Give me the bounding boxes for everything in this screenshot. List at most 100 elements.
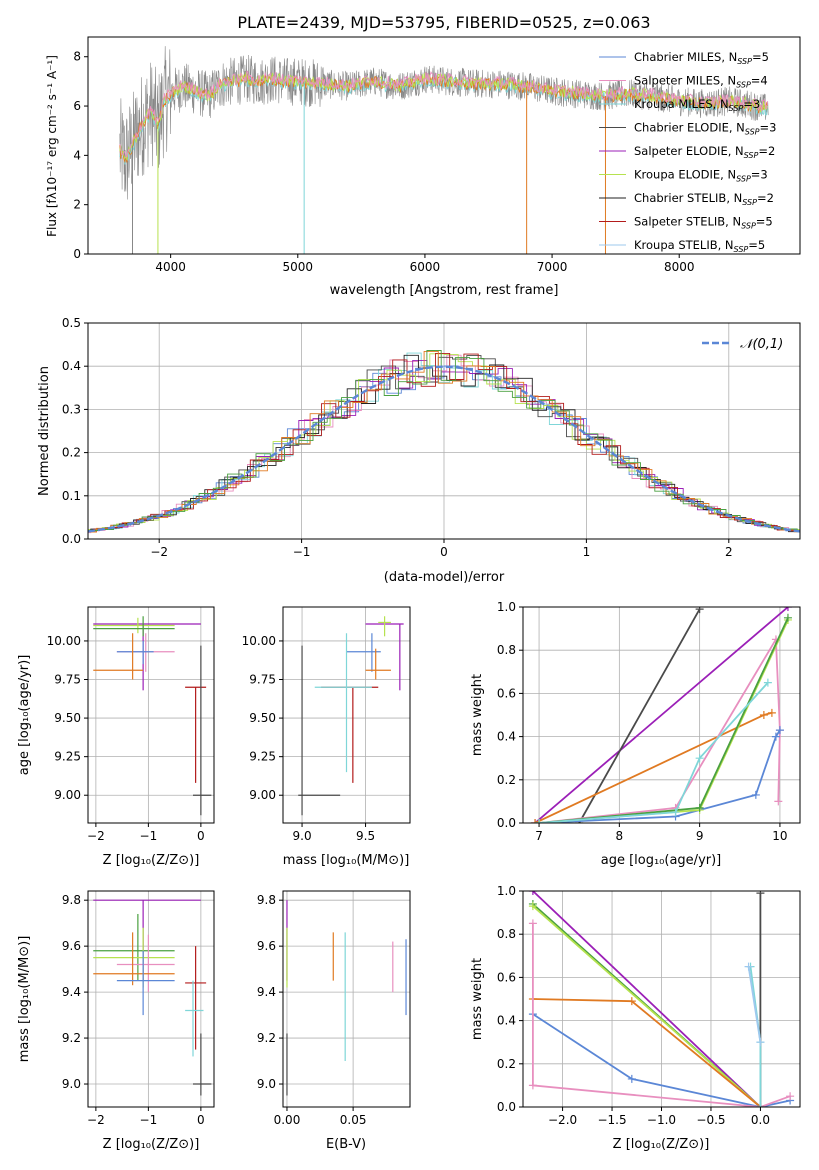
clipped-marks [528, 891, 795, 1107]
age-z-ylabel: age [log₁₀(age/yr)] [17, 655, 32, 776]
gaussian-curve [88, 365, 800, 533]
weight-point-marker [756, 1103, 765, 1107]
weight-point-marker [767, 708, 776, 717]
mass-ebv-xlabel: E(B-V) [326, 1137, 366, 1152]
spectrum-title: PLATE=2439, MJD=53795, FIBERID=0525, z=0… [237, 13, 650, 32]
spectrum-panel: PLATE=2439, MJD=53795, FIBERID=0525, z=0… [45, 13, 801, 298]
mass-ebv-frame [282, 890, 411, 1108]
x-tick-label: −1 [140, 829, 158, 843]
y-tick-label: 10.00 [242, 634, 276, 648]
mass-ebv-plot-area [283, 891, 410, 1107]
weight-series-line [539, 636, 781, 823]
y-tick-label: 9.75 [249, 673, 276, 687]
y-tick-label: 10.00 [47, 634, 81, 648]
x-tick-label: 10 [772, 829, 787, 843]
weight-age-frame [522, 606, 801, 824]
x-tick-label: −0.5 [696, 1113, 725, 1127]
x-tick-label: −1 [293, 545, 311, 559]
weight-series-line [532, 891, 762, 1107]
y-tick-label: 9.50 [54, 711, 81, 725]
y-tick-label: 9.00 [54, 788, 81, 802]
y-tick-label: 9.8 [62, 893, 81, 907]
weight-point-marker [744, 962, 753, 971]
weight-age-ylabel: mass weight [470, 674, 485, 756]
age-mass-plot-area [283, 607, 410, 823]
y-tick-label: 0.5 [62, 316, 81, 330]
mass-z-xlabel: Z [log₁₀(Z/Z⊙)] [103, 1137, 200, 1152]
spectrum-xlabel: wavelength [Angstrom, rest frame] [330, 283, 559, 298]
y-tick-label: 0.0 [497, 1100, 516, 1114]
clipped-marks [93, 616, 212, 816]
y-tick-label: 0.4 [497, 1014, 516, 1028]
weight-series-line [747, 966, 762, 1043]
y-tick-label: 0.1 [62, 489, 81, 503]
age-z-plot-area [88, 607, 214, 823]
weight-point-marker [763, 678, 772, 687]
age-z-xlabel: Z [log₁₀(Z/Z⊙)] [103, 853, 200, 868]
weight-z-plot-area [523, 890, 800, 1108]
weight-series-line [578, 608, 701, 823]
mass-vs-metallicity-panel: −2 −1 0 9.0 9.2 9.4 9.6 9.8 Z [log₁₀(Z/Z⊙)] mas… [17, 890, 215, 1152]
x-tick-label: 2 [725, 545, 733, 559]
x-tick-label: 9.0 [293, 829, 312, 843]
y-tick-label: 9.0 [62, 1077, 81, 1091]
legend-label: Kroupa ELODIE, NSSP=3 [634, 168, 768, 184]
y-tick-label: 9.8 [257, 893, 276, 907]
x-tick-label: 0 [440, 545, 448, 559]
x-tick-label: 6000 [410, 260, 441, 274]
clipped-marks [88, 350, 800, 534]
y-tick-label: 2 [73, 198, 81, 212]
legend-label: Salpeter STELIB, NSSP=5 [634, 215, 773, 231]
y-tick-label: 0.6 [497, 686, 516, 700]
histogram-ylabel: Normed distribution [37, 366, 52, 496]
legend-label: Salpeter MILES, NSSP=4 [634, 74, 768, 90]
x-tick-label: −2 [87, 1113, 105, 1127]
spectrum-ylabel: Flux [fλ10⁻¹⁷ erg cm⁻² s⁻¹ A⁻¹] [45, 55, 59, 237]
x-tick-label: −2 [150, 545, 168, 559]
histogram-plot-area [88, 322, 800, 540]
legend-label: Chabrier ELODIE, NSSP=3 [634, 121, 776, 137]
clipped-marks [286, 900, 407, 1096]
histogram-step [88, 350, 800, 533]
clipped-marks [298, 616, 404, 816]
weight-series-line [532, 923, 791, 1107]
y-tick-label: 9.4 [62, 985, 81, 999]
y-tick-label: 9.25 [249, 750, 276, 764]
x-tick-label: 5000 [283, 260, 314, 274]
mass-z-ticks: −2 −1 0 9.0 9.2 9.4 9.6 9.8 [62, 893, 205, 1127]
weight-point-marker [774, 797, 783, 806]
y-tick-label: 0.2 [62, 446, 81, 460]
y-tick-label: 0.2 [497, 1057, 516, 1071]
y-tick-label: 9.6 [257, 939, 276, 953]
clipped-marks [531, 607, 792, 823]
weight-point-marker [528, 891, 537, 895]
y-tick-label: 9.2 [257, 1031, 276, 1045]
x-tick-label: −2 [87, 829, 105, 843]
age-vs-mass-panel: 9.0 9.5 9.00 9.25 9.50 9.75 10.00 mass [log₁₀(… [242, 606, 411, 868]
model-spectrum-line [119, 70, 769, 158]
age-vs-metallicity-panel: −2 −1 0 9.00 9.25 9.50 9.75 10.00 Z [log₁₀(Z/Z⊙… [17, 606, 215, 868]
age-z-ticks: −2 −1 0 9.00 9.25 9.50 9.75 10.00 [47, 634, 205, 843]
weight-point-marker [783, 607, 792, 611]
y-tick-label: 0.8 [497, 643, 516, 657]
weight-series-line [532, 905, 761, 1107]
x-tick-label: 0 [197, 1113, 205, 1127]
y-tick-label: 9.00 [249, 788, 276, 802]
y-tick-label: 9.2 [62, 1031, 81, 1045]
mass-z-plot-area [88, 891, 214, 1107]
spectrum-legend: Chabrier MILES, NSSP=5 Salpeter MILES, NS… [599, 50, 776, 254]
spectrum-ticks: 4000 5000 6000 7000 8000 0 2 4 6 8 [73, 50, 694, 274]
weight-vs-metallicity-panel: −2.0 −1.5 −1.0 −0.5 0.0 0.0 0.2 0.4 0.6 0.8 1.0 Z … [470, 884, 801, 1152]
histogram-step [88, 354, 800, 534]
weight-point-marker [671, 808, 680, 817]
age-mass-ticks: 9.0 9.5 9.00 9.25 9.50 9.75 10.00 [242, 634, 375, 843]
x-tick-label: 8 [616, 829, 624, 843]
weight-series-line [532, 998, 761, 1107]
weight-point-marker [783, 613, 792, 622]
weight-age-plot-area [523, 606, 800, 824]
weight-point-marker [695, 754, 704, 763]
y-tick-label: 0.4 [62, 359, 81, 373]
y-tick-label: 0.8 [497, 927, 516, 941]
weight-series-line [534, 607, 789, 823]
y-tick-label: 9.6 [62, 939, 81, 953]
